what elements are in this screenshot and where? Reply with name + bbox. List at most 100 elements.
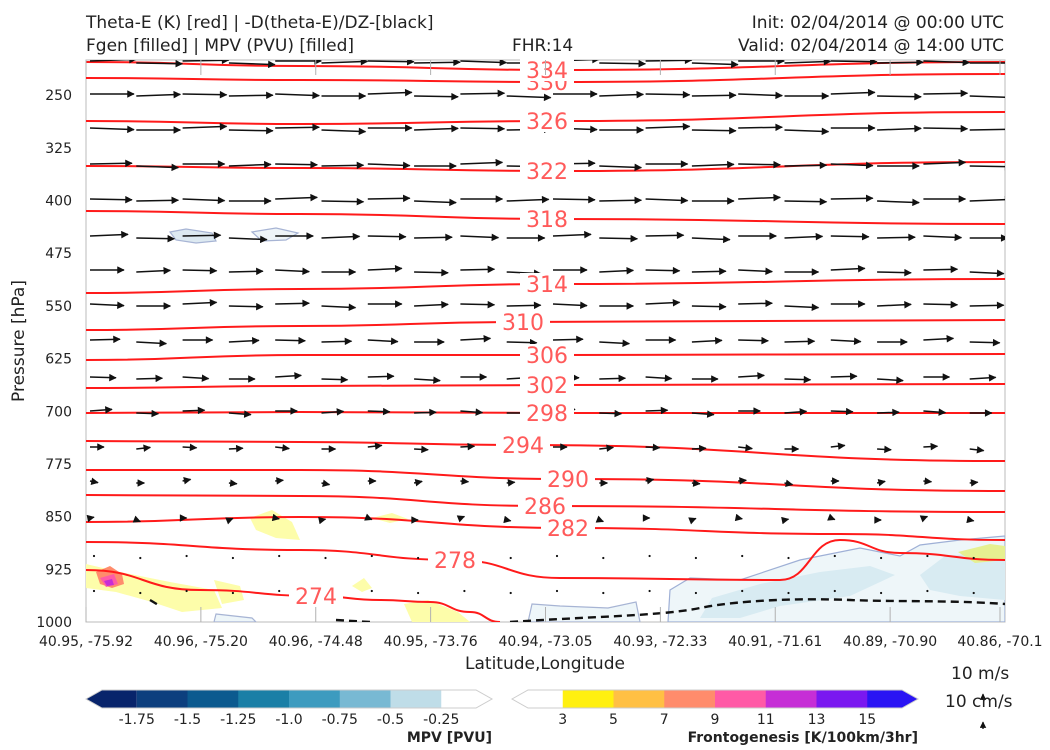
wind-ref-horizontal: 10 m/s xyxy=(951,664,1010,684)
wind-vector xyxy=(645,231,685,240)
wind-vector xyxy=(275,372,302,380)
filled-region-16 xyxy=(213,613,257,622)
theta-e-contour-318 xyxy=(86,210,1005,225)
wind-vector xyxy=(321,375,349,384)
wind-vector xyxy=(321,197,365,206)
wind-vector xyxy=(688,517,697,525)
wind-vector xyxy=(460,124,506,133)
wind-vector xyxy=(691,91,737,100)
wind-vector xyxy=(370,589,373,593)
contour-label-310: 310 xyxy=(502,311,544,336)
fgen-colorbar-outline xyxy=(510,689,920,709)
wind-vector xyxy=(784,161,828,170)
wind-vector xyxy=(414,300,449,309)
wind-vector xyxy=(969,338,1001,347)
wind-vector xyxy=(367,161,411,170)
wind-vector xyxy=(321,479,331,487)
wind-vector xyxy=(89,477,99,485)
fgen-colorbar-swatch xyxy=(512,690,563,708)
contour-label-314: 314 xyxy=(526,273,568,298)
wind-vector xyxy=(969,269,1005,278)
wind-vector xyxy=(89,230,129,239)
wind-vector xyxy=(691,302,727,311)
wind-vector xyxy=(552,195,596,204)
x-tick-label: 40.94, -73.05 xyxy=(498,634,592,650)
mpv-colorbar-title: MPV [PVU] xyxy=(407,730,492,746)
contour-label-bg-322 xyxy=(520,160,574,182)
wind-vector xyxy=(463,589,466,593)
wind-vector xyxy=(228,267,264,276)
wind-vector xyxy=(741,589,744,593)
wind-vector xyxy=(833,589,836,593)
wind-vector xyxy=(228,60,276,69)
x-tick-label: 40.91, -71.61 xyxy=(728,634,822,650)
wind-vector xyxy=(370,554,373,558)
wind-vector xyxy=(414,376,441,384)
wind-vector xyxy=(275,193,318,202)
wind-vector xyxy=(185,589,188,593)
wind-vector xyxy=(92,554,96,558)
contour-label-290: 290 xyxy=(547,468,589,493)
wind-vector xyxy=(691,126,737,135)
contour-label-bg-286 xyxy=(518,495,572,517)
wind-vector xyxy=(877,198,920,207)
wind-vector xyxy=(877,376,904,384)
wind-vector xyxy=(86,514,95,523)
wind-vector xyxy=(645,122,691,131)
wind-vector xyxy=(741,554,744,558)
fgen-colorbar-swatch xyxy=(715,690,767,708)
mpv-colorbar-swatch xyxy=(136,690,188,708)
wind-vector xyxy=(691,410,715,418)
y-tick-label: 250 xyxy=(45,88,72,104)
wind-vector xyxy=(136,444,152,452)
mpv-colorbar-label: -0.5 xyxy=(377,712,404,728)
x-tick-label: 40.96, -74.48 xyxy=(269,634,363,650)
wind-vector xyxy=(738,444,753,452)
wind-vector xyxy=(645,374,673,382)
wind-vector xyxy=(136,234,176,243)
wind-vector xyxy=(182,374,210,382)
wind-vector xyxy=(321,60,369,66)
wind-vector xyxy=(460,158,504,167)
filled-region-11 xyxy=(104,579,114,586)
contour-label-274: 274 xyxy=(295,585,337,610)
wind-vector xyxy=(787,591,790,595)
wind-vector xyxy=(324,556,327,560)
wind-vector xyxy=(645,298,681,307)
y-tick-label: 550 xyxy=(45,299,72,315)
wind-vector xyxy=(182,60,230,65)
y-tick-label: 850 xyxy=(45,510,72,526)
wind-vector xyxy=(599,163,643,172)
theta-e-contour-278 xyxy=(86,538,1005,582)
wind-vector xyxy=(691,479,701,487)
wind-vector xyxy=(784,303,820,312)
init-time: Init: 02/04/2014 @ 00:00 UTC xyxy=(751,13,1004,33)
wind-vector xyxy=(506,338,538,347)
contour-label-322: 322 xyxy=(526,160,568,185)
wind-vector xyxy=(460,89,506,98)
contour-label-bg-278 xyxy=(428,549,482,571)
wind-vector xyxy=(136,163,180,172)
contour-label-294: 294 xyxy=(502,434,544,459)
wind-vector xyxy=(414,92,459,101)
wind-vector xyxy=(275,123,320,132)
wind-vector xyxy=(645,266,681,275)
wind-vector xyxy=(225,517,234,525)
mpv-colorbar-label: -1.25 xyxy=(220,712,256,728)
wind-vector xyxy=(228,160,272,169)
wind-vector xyxy=(645,60,693,65)
wind-vector xyxy=(136,409,160,418)
wind-vector xyxy=(877,233,916,242)
x-tick-label: 40.95, -75.92 xyxy=(39,634,133,650)
wind-vector xyxy=(645,196,689,205)
x-tick-label: 40.96, -75.20 xyxy=(154,634,248,650)
wind-vector xyxy=(969,301,1005,310)
wind-vector xyxy=(506,93,552,102)
wind-vector xyxy=(321,408,345,416)
wind-vector xyxy=(367,442,383,450)
wind-vector xyxy=(506,195,550,204)
forecast-hour: FHR:14 xyxy=(512,36,574,56)
wind-vector xyxy=(182,90,228,99)
wind-vector xyxy=(645,406,669,415)
wind-vector xyxy=(552,335,584,344)
